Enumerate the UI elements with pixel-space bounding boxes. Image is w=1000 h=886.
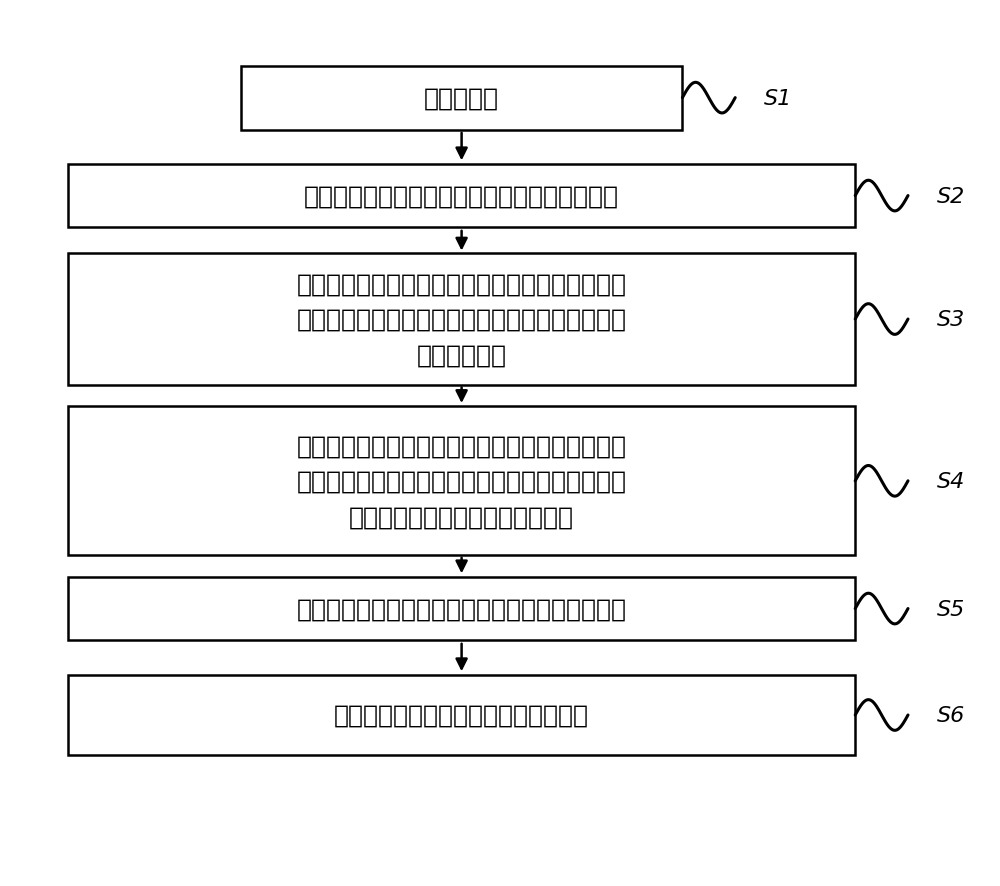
Text: S6: S6 bbox=[937, 705, 965, 725]
FancyBboxPatch shape bbox=[241, 66, 682, 130]
Text: S3: S3 bbox=[937, 310, 965, 330]
FancyBboxPatch shape bbox=[68, 577, 855, 641]
Text: S2: S2 bbox=[937, 186, 965, 206]
Text: 经所述沟槽窗口对所述第一掩膜层进行回刻蚀，使
得所述沟槽窗口在所述第一掩膜层处的开口宽度大
于在所述第二掩膜层处的开口宽度: 经所述沟槽窗口对所述第一掩膜层进行回刻蚀，使 得所述沟槽窗口在所述第一掩膜层处的… bbox=[297, 434, 627, 529]
FancyBboxPatch shape bbox=[68, 165, 855, 229]
Text: S5: S5 bbox=[937, 599, 965, 618]
Text: S4: S4 bbox=[937, 471, 965, 491]
Text: 去除所述第一掩膜层和所述第二掩膜层: 去除所述第一掩膜层和所述第二掩膜层 bbox=[334, 703, 589, 727]
Text: 以所述第二掩膜层为掩膜，刻蚀所述衬底形成沟槽: 以所述第二掩膜层为掩膜，刻蚀所述衬底形成沟槽 bbox=[297, 597, 627, 621]
Text: S1: S1 bbox=[764, 89, 792, 108]
Text: 提供一衬底: 提供一衬底 bbox=[424, 87, 499, 111]
FancyBboxPatch shape bbox=[68, 253, 855, 385]
FancyBboxPatch shape bbox=[68, 407, 855, 556]
Text: 刻蚀所述第一掩膜层和所述第二掩膜层直至露出所
述衬底，以在所述第一掩膜层和所述第二掩膜层中
形成沟槽窗口: 刻蚀所述第一掩膜层和所述第二掩膜层直至露出所 述衬底，以在所述第一掩膜层和所述第… bbox=[297, 272, 627, 367]
Text: 在所述衬底上依次形成第一掩膜层和第二掩膜层: 在所述衬底上依次形成第一掩膜层和第二掩膜层 bbox=[304, 184, 619, 208]
FancyBboxPatch shape bbox=[68, 675, 855, 756]
